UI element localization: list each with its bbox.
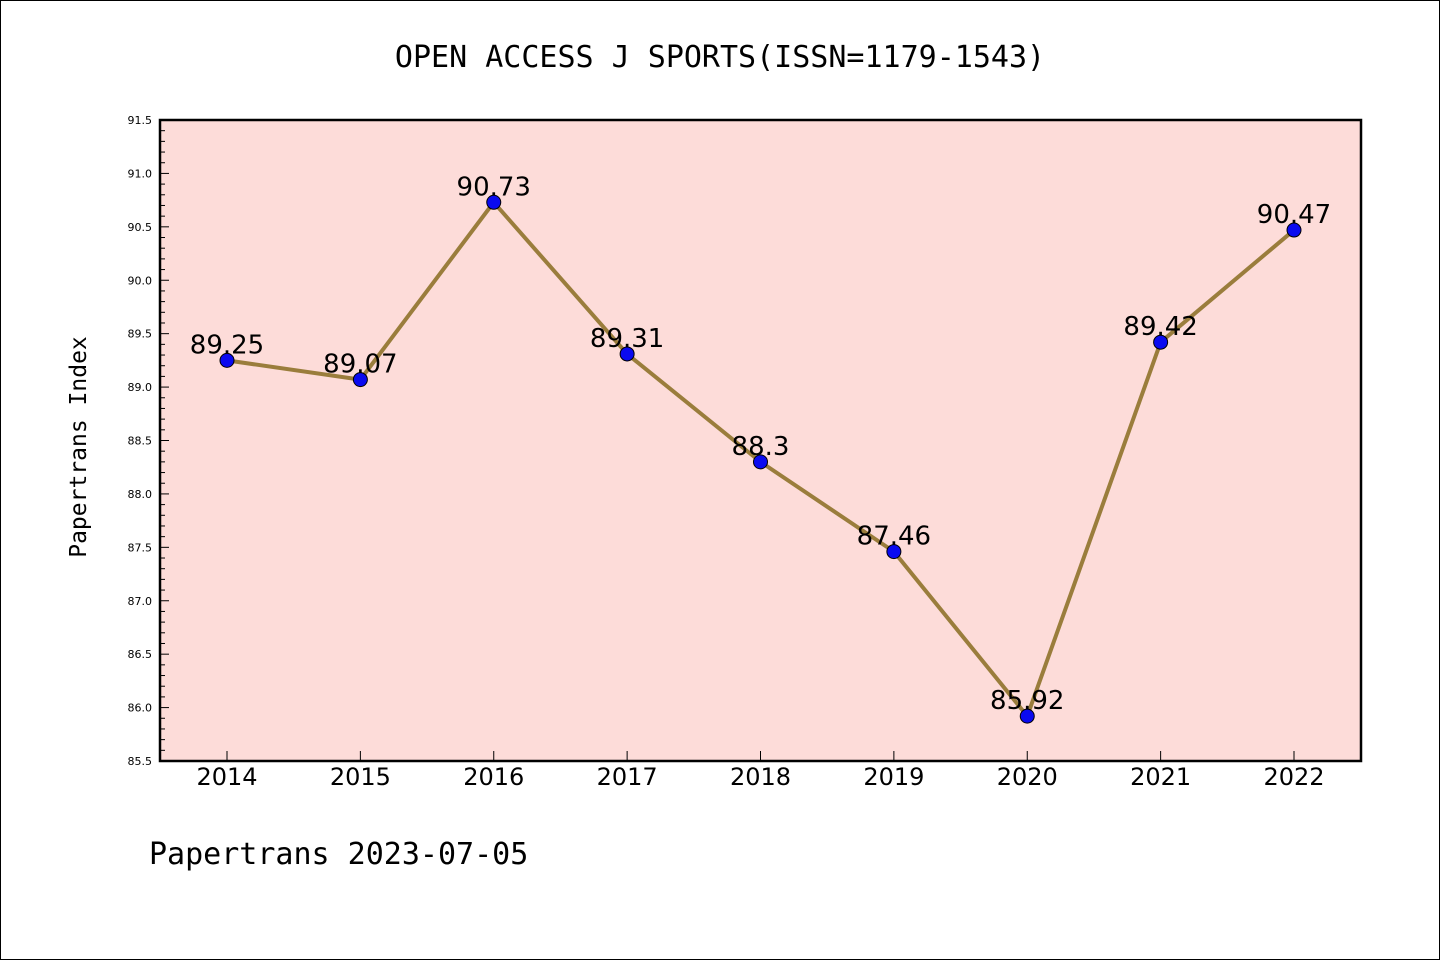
data-point [1286, 222, 1302, 238]
y-tick-label: 86.5 [128, 648, 153, 661]
y-tick-label: 85.5 [128, 755, 153, 768]
data-label: 85.92 [990, 686, 1064, 716]
x-tick-label: 2017 [597, 763, 658, 791]
y-tick-label: 88.0 [128, 488, 153, 501]
y-tick-label: 87.5 [128, 541, 153, 554]
y-axis-label: Papertrans Index [66, 336, 92, 558]
footer-date: Papertrans 2023-07-05 [149, 837, 528, 872]
y-tick-label: 91.0 [128, 167, 153, 180]
y-tick-label: 89.5 [128, 328, 153, 341]
y-tick-label: 86.0 [128, 702, 153, 715]
data-point [886, 544, 902, 560]
data-labels: 89.25 89.07 90.73 89.31 88.3 87.46 85.92 89.42 9… [190, 172, 1331, 716]
y-axis: 85.5 86.0 86.5 87.0 87.5 88.0 88.5 89.0 89.5 90.0… [128, 114, 169, 768]
data-label: 89.42 [1123, 312, 1197, 342]
data-label: 90.73 [457, 172, 531, 202]
y-tick-label: 90.5 [128, 221, 153, 234]
data-point [486, 194, 502, 210]
x-tick-label: 2022 [1263, 763, 1324, 791]
x-tick-label: 2014 [196, 763, 257, 791]
x-axis: 2014 2015 2016 2017 2018 2019 2020 2021 2022 [196, 751, 1325, 791]
data-point [1153, 334, 1169, 350]
y-tick-label: 89.0 [128, 381, 153, 394]
data-point [352, 372, 368, 388]
chart-title: OPEN ACCESS J SPORTS(ISSN=1179-1543) [395, 40, 1045, 75]
data-point [219, 352, 235, 368]
y-tick-label: 87.0 [128, 595, 153, 608]
data-point [1019, 708, 1035, 724]
plot-border [158, 118, 1363, 763]
data-label: 89.31 [590, 324, 664, 354]
x-tick-label: 2021 [1130, 763, 1191, 791]
data-point [753, 454, 768, 470]
x-tick-label: 2015 [330, 763, 391, 791]
y-tick-label: 90.0 [128, 274, 153, 287]
x-tick-label: 2020 [997, 763, 1058, 791]
y-tick-label: 91.5 [128, 114, 153, 127]
x-tick-label: 2016 [463, 763, 524, 791]
x-tick-label: 2019 [863, 763, 924, 791]
data-label: 90.47 [1257, 200, 1331, 230]
plot-area [160, 120, 1361, 761]
y-tick-label: 88.5 [128, 435, 153, 448]
data-point [619, 346, 635, 362]
data-label: 89.07 [323, 350, 397, 380]
data-label: 88.3 [732, 432, 790, 462]
data-label: 89.25 [190, 330, 264, 360]
x-tick-label: 2018 [730, 763, 791, 791]
data-label: 87.46 [857, 522, 931, 552]
series-markers [219, 194, 1302, 724]
